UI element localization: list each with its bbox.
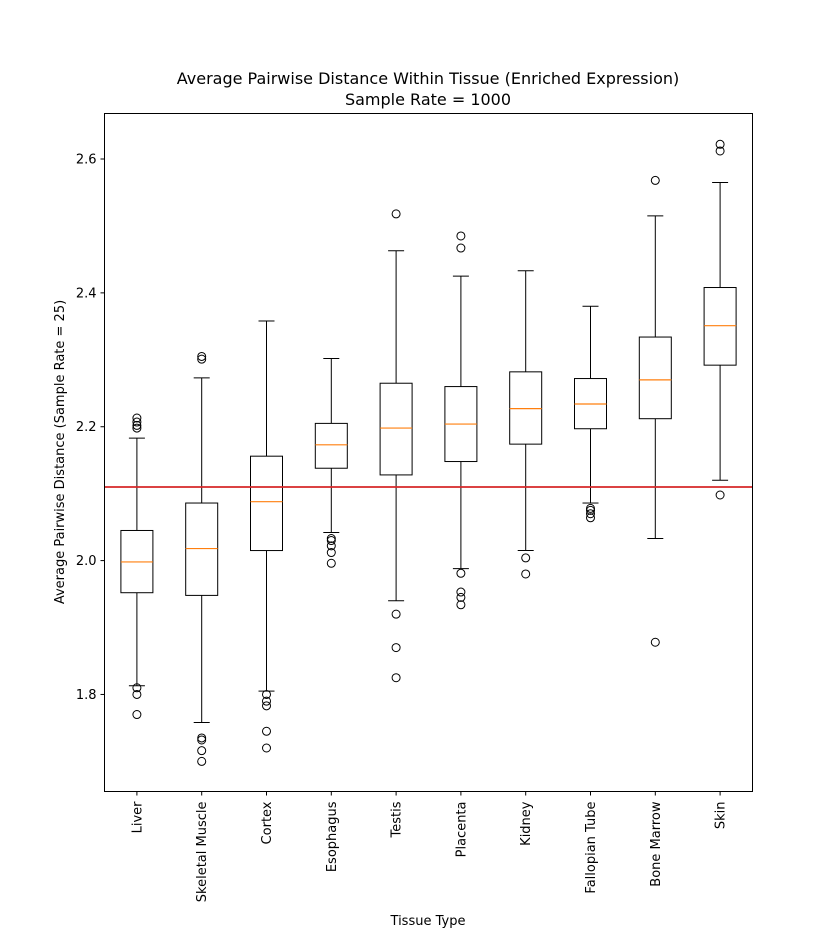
box-group-esophagus [314,357,348,568]
chart-subtitle: Sample Rate = 1000 [345,90,511,109]
outlier-point [456,600,466,610]
outlier-point [262,701,271,711]
outlier-point [456,587,466,597]
x-tick-label: Fallopian Tube [584,802,599,894]
x-tick-label: Testis [390,801,405,838]
outlier-point [715,490,725,500]
box-group-placenta [444,231,478,610]
box-group-testis [379,209,413,683]
outlier-point [521,569,531,579]
chart-title: Average Pairwise Distance Within Tissue … [177,69,680,88]
outlier-point [326,548,336,558]
y-tick-label: 1.8 [76,688,97,703]
box-group-skeletal-muscle [185,351,219,766]
outlier-point [326,541,336,551]
y-axis-label: Average Pairwise Distance (Sample Rate =… [53,300,68,604]
outlier-point [197,354,207,364]
outlier-point [586,513,595,523]
outlier-point [262,696,271,706]
x-tick-label: Skin [714,802,729,830]
outlier-point [262,743,271,753]
outlier-point [262,689,271,699]
box-group-skin [703,139,737,500]
outlier-point [650,175,660,185]
outlier-point [715,146,725,156]
y-tick-label: 2.6 [76,153,97,168]
outlier-point [521,553,531,563]
outlier-point [715,139,725,149]
outlier-point [456,243,466,253]
outlier-point [326,558,336,568]
plot-frame [104,113,753,792]
x-tick-label: Cortex [260,801,275,844]
outlier-point [391,609,401,619]
box-group-fallopian-tube [574,305,607,523]
outlier-point [132,689,142,699]
outlier-point [456,231,466,241]
outlier-point [262,726,271,736]
x-tick-label: Esophagus [325,801,340,872]
outlier-point [456,568,466,578]
outlier-point [586,509,595,519]
outlier-point [132,413,142,423]
y-tick-label: 2.2 [76,420,97,435]
outlier-point [326,536,336,546]
outlier-point [132,683,142,693]
box-group-cortex [250,320,283,753]
outlier-point [586,505,595,515]
outlier-point [197,756,207,766]
iqr-box [509,371,543,445]
outlier-point [132,417,142,427]
outlier-point [132,423,142,433]
x-tick-label: Liver [130,801,145,834]
box-group-bone-marrow [638,175,672,647]
y-tick-label: 2.4 [76,286,97,301]
box-group-liver [120,413,154,720]
x-tick-label: Kidney [519,801,534,846]
iqr-box [703,287,737,366]
iqr-box [250,455,283,552]
outlier-point [197,746,207,756]
iqr-box [314,422,348,469]
y-tick-label: 2.0 [76,554,97,569]
outlier-point [132,710,142,720]
x-tick-label: Bone Marrow [649,801,664,887]
outlier-point [391,643,401,653]
outlier-point [132,420,142,430]
outlier-point [650,637,660,647]
iqr-box [379,382,413,476]
outlier-point [391,209,401,219]
box-group-kidney [509,270,543,579]
x-axis-label: Tissue Type [390,914,466,929]
x-tick-label: Skeletal Muscle [195,801,210,902]
iqr-box [638,336,672,420]
plot-area: 1.8 2.0 2.2 2.4 2.6 Liver Skeletal Muscle Corte… [76,139,753,902]
iqr-box [185,502,219,596]
x-tick-label: Placenta [454,802,469,858]
outlier-point [391,673,401,683]
outlier-point [197,735,207,745]
outlier-point [456,592,466,602]
outlier-point [197,351,207,361]
